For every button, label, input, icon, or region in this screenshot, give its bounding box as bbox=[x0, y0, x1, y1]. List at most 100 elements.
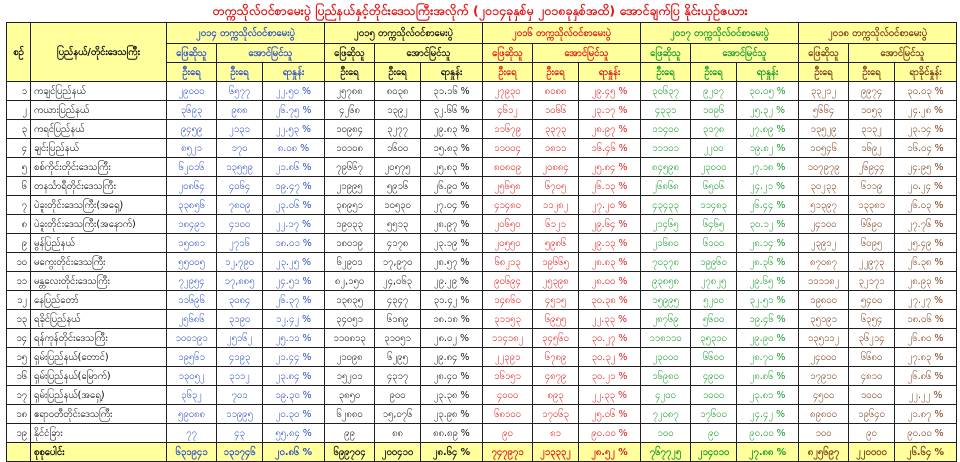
data-cell: ၂၇.၀၄ % bbox=[420, 195, 483, 215]
data-cell: ၁၆၉၂ bbox=[848, 138, 895, 158]
header-passed: အောင်မြင်သူ bbox=[216, 43, 325, 63]
header-count: ဦးရေ bbox=[848, 62, 895, 82]
row-number: ၁၁ bbox=[6, 271, 31, 291]
data-cell: ၂၈.၀၂ % bbox=[420, 328, 483, 348]
data-cell: ၃၁၀၅၁ bbox=[374, 328, 421, 348]
data-cell: ၂၆၉၄၄ bbox=[848, 157, 895, 177]
data-cell: ၆၂၉၀၁ bbox=[324, 252, 375, 272]
data-cell: ၈၂,၁၅၀ bbox=[324, 271, 375, 291]
data-cell: ၂၉.၁၃ % bbox=[578, 233, 641, 253]
data-cell: ၃၂၇၇ bbox=[374, 119, 421, 139]
data-cell: ၂၉.၈၃ % bbox=[420, 119, 483, 139]
table-row: ၂ကယားပြည်နယ် ၃၆၉၃ ၉၈၈ ၂၆.၇၅ % ၄၂၆၈ ၁၃၉၂ ၃၂.၆၆ … bbox=[6, 100, 957, 120]
row-number: ၁၈ bbox=[6, 404, 31, 424]
data-cell: ၅၅၁၃ bbox=[374, 214, 421, 234]
data-cell: ၁၇,၉၇၀ bbox=[374, 252, 421, 272]
row-number: ၁ bbox=[6, 81, 31, 101]
data-cell: ၆၂၉၅ bbox=[374, 347, 421, 367]
header-count: ဦးရေ bbox=[374, 62, 421, 82]
header-sat: ဖြေဆိုသူ bbox=[798, 43, 849, 63]
data-cell: ၂၄.၂၈ % bbox=[894, 100, 957, 120]
data-cell: ၃၃၂၁၂ bbox=[798, 81, 849, 101]
total-cell: ၂၇.၈၈ % bbox=[736, 442, 799, 462]
header-count: ဦးရေ bbox=[166, 62, 217, 82]
data-cell: ၃၀၈၄ bbox=[216, 290, 263, 310]
table-row: ၁၉ နိုင်ငံခြား ၇၇ ၄၃ ၅၅.၈၄ % ၉၉ ၈၈ ၈၈.၈၉ % ၉၀ ၈၁၉… bbox=[6, 423, 957, 443]
data-cell: ၂၁၆၈၀ bbox=[640, 233, 691, 253]
data-cell: ၃၁၇၈ bbox=[690, 119, 737, 139]
data-cell: ၂၅၆၅၈ bbox=[482, 176, 533, 196]
data-cell: ၂၈.၅၇ % bbox=[420, 252, 483, 272]
data-cell: ၂၈.၉၃ % bbox=[894, 271, 957, 291]
region-name: ရန်ကုန်တိုင်းဒေသကြီး bbox=[30, 328, 167, 348]
header-count: ဦးရေ bbox=[798, 62, 849, 82]
data-cell: ၄၅၀၀ bbox=[798, 385, 849, 405]
data-cell: ၁၅,၀၇၆ bbox=[374, 404, 421, 424]
data-cell: ၂၆.၄၄ % bbox=[736, 195, 799, 215]
total-cell: ၆၃၁၉၄၁ bbox=[166, 442, 217, 462]
data-cell: ၁၉.၄၆ % bbox=[736, 309, 799, 329]
data-cell: ၁၁၂၈၂ bbox=[532, 195, 579, 215]
data-cell: ၃၀.၀၃ % bbox=[894, 81, 957, 101]
row-number: ၁၃ bbox=[6, 309, 31, 329]
data-cell: ၆၆၉၀ bbox=[848, 214, 895, 234]
data-cell: ၃၁.၁၆ % bbox=[420, 81, 483, 101]
table-row: ၁၃ ရခိုင်ပြည်နယ် ၂၅၆၈၆ ၃၁၉၀ ၁၂.၄၂ % ၃၄၀၅၁ ၆၁၈၉… bbox=[6, 309, 957, 329]
region-name: မကွေးတိုင်းဒေသကြီး bbox=[30, 252, 167, 272]
data-cell: ၈၄၅၉၈ bbox=[640, 157, 691, 177]
data-cell: ၄၈၇၉ bbox=[532, 366, 579, 386]
total-cell: ၂၁၃၃၃၂ bbox=[532, 442, 579, 462]
data-cell: ၂၂၉၇၃ bbox=[848, 252, 895, 272]
data-cell: ၄၃၄၇ bbox=[374, 290, 421, 310]
total-cell: ၈၂၅၆၉၇ bbox=[798, 442, 849, 462]
data-cell: ၃၆၉၃ bbox=[166, 100, 217, 120]
data-cell: ၂၃.၁၄ % bbox=[894, 119, 957, 139]
data-cell: ၂၈.၇၀ % bbox=[736, 347, 799, 367]
data-cell: ၆၀၉၅ bbox=[848, 233, 895, 253]
data-cell: ၇၀၁ bbox=[216, 385, 263, 405]
table-row: ၁ကချင်ပြည်နယ် ၂၉၀၀၀ ၆၅၇၇ ၂၂.၅၀ % ၂၅၇၈၈ ၈၀၃၈ ၃၁… bbox=[6, 81, 957, 101]
data-cell: ၆၄၆၅ bbox=[690, 214, 737, 234]
data-cell: ၂၅.၀၆ % bbox=[578, 404, 641, 424]
data-cell: ၂၈.၄၀ % bbox=[420, 366, 483, 386]
data-cell: ၅၅၀၀၅ bbox=[166, 252, 217, 272]
data-cell: ၂၃၀၀၀ bbox=[640, 347, 691, 367]
header-passed: အောင်မြင်သူ bbox=[532, 43, 641, 63]
data-cell: ၁၃၀၅၂ bbox=[166, 366, 217, 386]
data-cell: ၃၀.၀၅ % bbox=[736, 81, 799, 101]
header-count: ဦးရေ bbox=[216, 62, 263, 82]
region-name: မန္တလေးတိုင်းဒေသကြီး bbox=[30, 271, 167, 291]
data-cell: ၃၀.၂၁ % bbox=[578, 366, 641, 386]
total-row: စုစုပေါင်း ၆၃၁၉၄၁ ၁၃၁၇၄၆ ၂၀.၈၆ % ၆၉၉၇၀၄ ၂၀၀၄၁… bbox=[6, 442, 957, 462]
data-cell: ၂၀.၂၄ % bbox=[894, 176, 957, 196]
page-title: တက္ကသိုလ်ဝင်စာမေးပွဲ ပြည်နယ်နှင့်တိုင်းဒ… bbox=[212, 3, 748, 18]
data-cell: ၂၃.၂၅ % bbox=[262, 252, 325, 272]
header-year: ၂၀၁၄ တက္ကသိုလ်ဝင်စာမေးပွဲ bbox=[166, 22, 325, 44]
data-cell: ၂၅၇၈၈ bbox=[324, 81, 375, 101]
data-cell: ၁၁၁၀၁ bbox=[640, 138, 691, 158]
region-name: ကယားပြည်နယ် bbox=[30, 100, 167, 120]
header-year: ၂၀၁၈ တက္ကသိုလ်ဝင်စာမေးပွဲ bbox=[798, 22, 957, 44]
data-cell: ၂၃.၉၈ % bbox=[420, 404, 483, 424]
data-cell: ၅၅.၈၄ % bbox=[262, 423, 325, 443]
data-cell: ၅၆၆၄ bbox=[798, 100, 849, 120]
data-cell: ၂၁၀၉၈ bbox=[324, 347, 375, 367]
data-cell: ၉၀.၀၀ % bbox=[894, 423, 957, 443]
header-count: ဦးရေ bbox=[324, 62, 375, 82]
data-cell: ၂၂.၃၃ % bbox=[578, 385, 641, 405]
data-cell: ၁၉၆၆၅ bbox=[532, 252, 579, 272]
data-cell: ၂၉.၂၉ % bbox=[420, 271, 483, 291]
table-row: ၃ကရင်ပြည်နယ် ၉၄၅၉ ၂၁၃၁ ၂၂.၅၃ % ၁၀၉၈၄ ၃၂၇၇ ၂၉.၈… bbox=[6, 119, 957, 139]
region-name: မွန်ပြည်နယ် bbox=[30, 233, 167, 253]
total-cell: ၂၀.၈၆ % bbox=[262, 442, 325, 462]
data-cell: ၅၉၁၆ bbox=[374, 176, 421, 196]
data-cell: ၃၅၃၁၀ bbox=[690, 328, 737, 348]
data-cell: ၁၉.၄၇ % bbox=[262, 176, 325, 196]
data-cell: ၁၀၀ bbox=[640, 423, 691, 443]
region-name: တနင်္သာရီတိုင်းဒေသကြီး bbox=[30, 176, 167, 196]
data-cell: ၂၆.၈၆ % bbox=[894, 366, 957, 386]
data-cell: ၂၇.၇၆ % bbox=[894, 214, 957, 234]
data-cell: ၃၄၅၆၀ bbox=[532, 328, 579, 348]
data-cell: ၂၄.၅၁ % bbox=[262, 271, 325, 291]
data-cell: ၂၉၀၀၀ bbox=[166, 81, 217, 101]
